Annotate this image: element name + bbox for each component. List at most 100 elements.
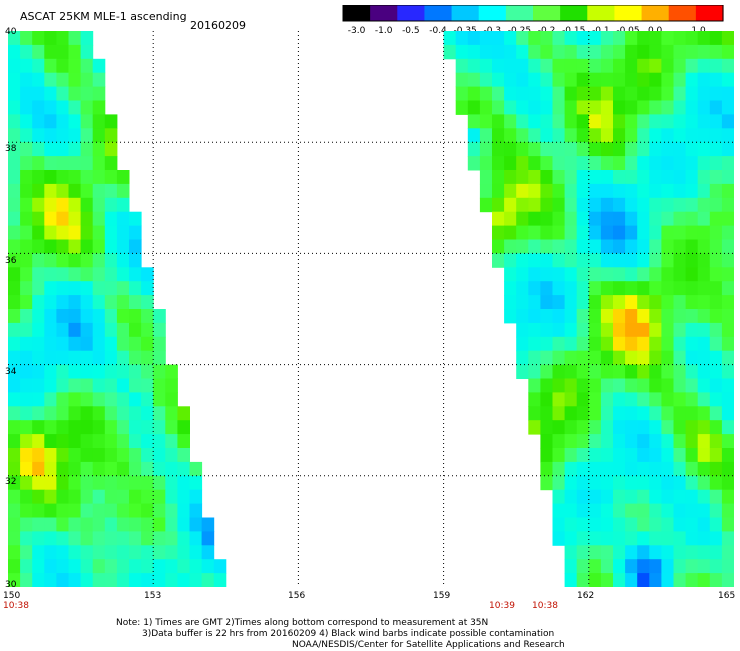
wind-cell: [552, 336, 566, 352]
wind-cell: [467, 128, 481, 143]
wind-cell: [600, 128, 614, 143]
wind-cell: [540, 322, 553, 338]
wind-cell: [673, 267, 687, 282]
wind-cell: [721, 100, 734, 115]
wind-cell: [56, 531, 69, 546]
wind-cell: [80, 72, 94, 88]
wind-cell: [56, 58, 69, 74]
wind-cell: [80, 239, 94, 254]
wind-cell: [600, 225, 614, 240]
wind-cell: [600, 364, 614, 379]
wind-cell: [528, 364, 541, 379]
wind-cell: [685, 267, 699, 282]
wind-cell: [564, 142, 578, 157]
wind-cell: [44, 197, 57, 213]
wind-cell: [153, 489, 166, 505]
wind-cell: [552, 170, 566, 185]
wind-cell: [80, 489, 94, 505]
wind-cell: [685, 44, 699, 60]
wind-cell: [613, 461, 626, 477]
wind-cell: [528, 128, 541, 143]
wind-cell: [104, 531, 118, 546]
wind-cell: [8, 72, 21, 88]
wind-cell: [467, 100, 481, 115]
wind-cell: [697, 378, 711, 393]
wind-cell: [625, 114, 638, 129]
wind-cell: [552, 406, 566, 421]
wind-cell: [564, 156, 578, 171]
wind-cell: [44, 281, 57, 296]
wind-cell: [685, 434, 699, 449]
wind-cell: [685, 461, 699, 477]
wind-cell: [588, 211, 602, 227]
wind-cell: [600, 142, 614, 157]
wind-cell: [697, 142, 711, 157]
wind-cell: [540, 31, 553, 46]
wind-cell: [697, 336, 711, 352]
wind-cell: [129, 350, 142, 366]
wind-cell: [637, 128, 650, 143]
wind-cell: [8, 573, 21, 587]
wind-cell: [649, 545, 662, 560]
wind-cell: [673, 44, 687, 60]
wind-cell: [576, 392, 590, 407]
wind-cell: [80, 281, 94, 296]
wind-cell: [92, 197, 106, 213]
wind-cell: [613, 350, 626, 366]
wind-cell: [44, 253, 57, 268]
wind-cell: [32, 197, 45, 213]
wind-cell: [588, 517, 602, 532]
wind-cell: [104, 114, 118, 129]
wind-cell: [153, 309, 166, 324]
wind-cell: [685, 336, 699, 352]
wind-cell: [44, 336, 57, 352]
wind-cell: [649, 239, 662, 254]
wind-cell: [721, 531, 734, 546]
wind-cell: [721, 434, 734, 449]
wind-cell: [56, 517, 69, 532]
wind-cell: [80, 531, 94, 546]
wind-cell: [129, 322, 142, 338]
wind-cell: [165, 503, 178, 518]
wind-cell: [588, 86, 602, 101]
wind-cell: [44, 225, 57, 240]
wind-cell: [576, 86, 590, 101]
wind-cell: [709, 448, 723, 463]
wind-cell: [600, 461, 614, 477]
wind-cell: [32, 100, 45, 115]
wind-cell: [92, 58, 106, 74]
wind-cell: [625, 406, 638, 421]
lon-label-165: 165: [718, 591, 736, 601]
wind-cell: [697, 100, 711, 115]
wind-cell: [8, 309, 21, 324]
wind-cell: [492, 100, 505, 115]
wind-cell: [685, 489, 699, 505]
wind-cell: [8, 434, 21, 449]
wind-cell: [588, 489, 602, 505]
wind-cell: [697, 295, 711, 310]
wind-cell: [709, 211, 723, 227]
wind-cell: [92, 309, 106, 324]
colorbar-swatch: [695, 5, 724, 21]
wind-cell: [92, 434, 106, 449]
wind-cell: [564, 350, 578, 366]
wind-cell: [92, 100, 106, 115]
wind-cell: [685, 406, 699, 421]
wind-cell: [153, 545, 166, 560]
wind-cell: [576, 100, 590, 115]
wind-cell: [56, 545, 69, 560]
wind-cell: [540, 378, 553, 393]
wind-cell: [564, 573, 578, 587]
wind-cell: [721, 281, 734, 296]
wind-cell: [552, 461, 566, 477]
wind-cell: [552, 211, 566, 227]
wind-cell: [8, 517, 21, 532]
wind-cell: [697, 475, 711, 491]
wind-cell: [625, 350, 638, 366]
wind-cell: [116, 281, 130, 296]
wind-cell: [92, 350, 106, 366]
wind-cell: [685, 545, 699, 560]
wind-cell: [673, 517, 687, 532]
wind-cell: [56, 86, 69, 101]
wind-cell: [637, 559, 650, 574]
